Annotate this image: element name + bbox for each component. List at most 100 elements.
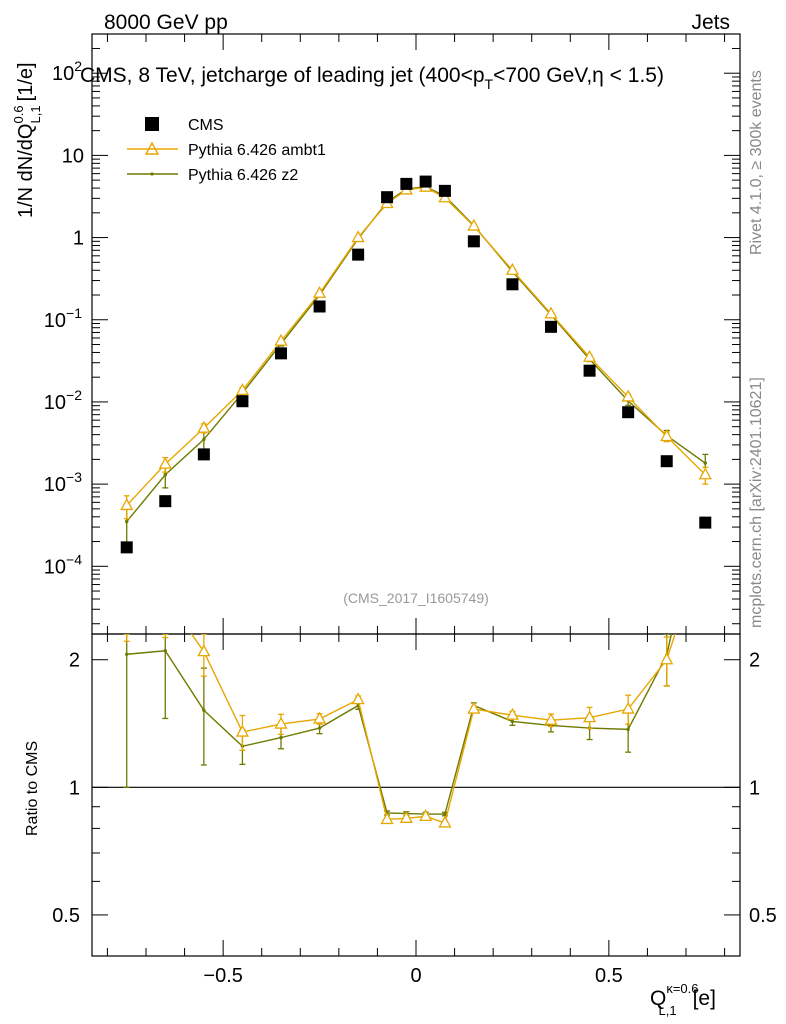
data-point bbox=[120, 498, 134, 511]
ratio-tick-label-left: 1 bbox=[69, 777, 80, 799]
ratio-point bbox=[510, 719, 515, 724]
ratio-tick-label-right: 2 bbox=[749, 650, 760, 672]
data-point bbox=[158, 456, 172, 469]
data-point bbox=[197, 448, 210, 461]
legend: CMS Pythia 6.426 ambt1 Pythia 6.426 z2 bbox=[127, 117, 326, 184]
ratio-line bbox=[126, 634, 673, 815]
ratio-tick-label-left: 0.5 bbox=[52, 905, 80, 927]
ratio-line bbox=[190, 634, 676, 824]
axis-tick-labels: −0.5 0 0.5 10−4 10−3 10−2 10−1 1 10 102 0.5 0.5 1 1 2 2 bbox=[44, 58, 777, 987]
data-point bbox=[381, 191, 394, 204]
analysis-id: (CMS_2017_I1605749) bbox=[343, 590, 489, 606]
y-axis-label-sup: 0.6 bbox=[11, 105, 26, 123]
x-axis-label-sup: κ=0.6 bbox=[666, 981, 698, 996]
data-point bbox=[312, 285, 327, 298]
header-left: 8000 GeV pp bbox=[104, 11, 228, 34]
data-point bbox=[699, 516, 712, 529]
ratio-point bbox=[351, 692, 365, 705]
y-axis-label: 1/N dN/dQ0.6 L,1 [1/e] bbox=[11, 62, 43, 218]
ratio-point bbox=[660, 652, 674, 665]
data-point bbox=[159, 495, 172, 508]
data-point bbox=[660, 455, 673, 468]
data-point bbox=[120, 541, 133, 554]
cms-series bbox=[120, 175, 712, 554]
z2-series bbox=[123, 185, 709, 549]
chart-title: CMS, 8 TeV, jetcharge of leading jet (40… bbox=[80, 64, 664, 92]
ratio-tick-label-right: 1 bbox=[749, 777, 760, 799]
y-tick-label: 102 bbox=[52, 58, 82, 85]
ratio-y-axis-label: Ratio to CMS bbox=[24, 741, 41, 836]
ratio-point bbox=[274, 716, 288, 729]
ratio-point bbox=[443, 812, 447, 816]
chart-title-post: <700 GeV,η < 1.5) bbox=[493, 64, 664, 87]
data-point bbox=[400, 177, 413, 190]
y-tick-label: 10−1 bbox=[44, 305, 82, 332]
data-point bbox=[419, 175, 432, 188]
data-point bbox=[275, 347, 287, 360]
mcplots-label: mcplots.cern.ch [arXiv:2401.10621] bbox=[748, 377, 765, 628]
data-point bbox=[505, 262, 520, 275]
ratio-clipped-group bbox=[123, 634, 673, 817]
data-point bbox=[236, 395, 249, 408]
x-axis-label-unit: [e] bbox=[693, 987, 716, 1010]
ratio-point bbox=[125, 652, 129, 656]
data-point bbox=[703, 461, 707, 465]
ratio-point bbox=[399, 810, 413, 823]
series-line bbox=[126, 186, 706, 523]
data-point bbox=[583, 364, 596, 377]
ratio-point bbox=[626, 727, 630, 732]
ratio-point bbox=[582, 710, 597, 723]
series-line bbox=[126, 186, 706, 506]
data-point bbox=[125, 519, 129, 524]
ratio-tick-label-right: 0.5 bbox=[749, 905, 777, 927]
ratio-point bbox=[419, 809, 433, 822]
data-point bbox=[352, 248, 365, 261]
ratio-panel-frame bbox=[91, 633, 741, 957]
z2-ratio-series bbox=[123, 634, 673, 817]
x-tick-label: 0 bbox=[410, 965, 421, 987]
data-point bbox=[698, 467, 712, 480]
x-tick-label: 0.5 bbox=[595, 965, 623, 987]
ratio-clipped-group bbox=[123, 634, 676, 828]
y-axis-label-main: 1/N dN/dQ bbox=[15, 124, 37, 218]
ratio-point bbox=[317, 726, 322, 730]
data-point bbox=[467, 218, 481, 231]
y-axis-label-sub: L,1 bbox=[28, 105, 43, 123]
chart-title-sub: T bbox=[485, 76, 494, 92]
data-point bbox=[544, 306, 558, 319]
ambt1-ratio-series bbox=[123, 634, 676, 828]
legend-label-cms: CMS bbox=[188, 117, 224, 134]
y-tick-label: 10 bbox=[62, 145, 84, 167]
data-point bbox=[274, 333, 288, 346]
rivet-version-label: Rivet 4.1.0, ≥ 300k events bbox=[748, 70, 765, 255]
ratio-point bbox=[163, 649, 167, 653]
x-axis-label-main: Q bbox=[650, 987, 666, 1010]
y-axis-label-unit: [1/e] bbox=[15, 62, 37, 101]
data-point bbox=[622, 406, 635, 419]
legend-label-ambt1: Pythia 6.426 ambt1 bbox=[188, 142, 326, 159]
legend-marker-cms bbox=[145, 117, 159, 131]
ratio-point bbox=[544, 712, 558, 725]
data-point bbox=[506, 278, 519, 291]
data-point bbox=[197, 420, 211, 433]
data-point bbox=[313, 300, 326, 313]
legend-label-z2: Pythia 6.426 z2 bbox=[188, 167, 298, 184]
ratio-point bbox=[380, 812, 394, 825]
ratio-point bbox=[438, 815, 452, 828]
legend-marker-ambt1 bbox=[144, 141, 160, 155]
data-point bbox=[235, 383, 250, 396]
ratio-tick-label-left: 2 bbox=[69, 650, 80, 672]
data-point bbox=[438, 184, 451, 197]
ratio-point bbox=[467, 701, 481, 714]
data-point bbox=[163, 473, 167, 477]
data-point bbox=[582, 349, 597, 362]
ambt1-series bbox=[120, 179, 712, 520]
ratio-point bbox=[202, 708, 206, 712]
axis-ticks bbox=[92, 33, 740, 957]
data-point bbox=[351, 230, 365, 243]
ratio-point bbox=[197, 644, 211, 657]
y-tick-label: 10−3 bbox=[44, 469, 82, 496]
ratio-point bbox=[312, 711, 327, 724]
ratio-point bbox=[621, 701, 635, 714]
